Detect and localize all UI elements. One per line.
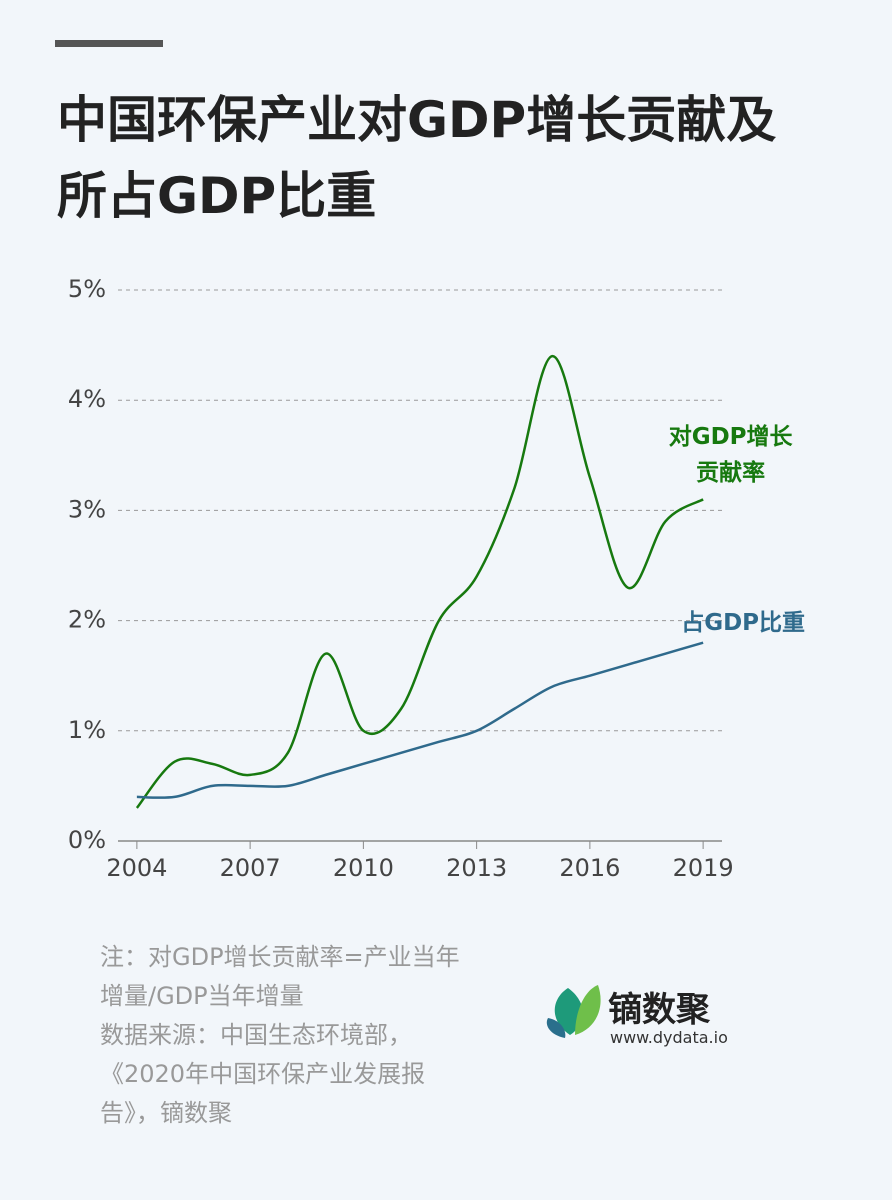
y-tick-label: 1% bbox=[68, 716, 106, 744]
x-tick-label: 2004 bbox=[106, 854, 167, 882]
y-tick-label: 5% bbox=[68, 275, 106, 303]
y-tick-label: 0% bbox=[68, 826, 106, 854]
x-tick-label: 2019 bbox=[673, 854, 734, 882]
series-label: 占GDP比重 bbox=[681, 609, 806, 636]
x-tick-label: 2016 bbox=[559, 854, 620, 882]
x-tick-label: 2007 bbox=[220, 854, 281, 882]
series-line bbox=[135, 354, 704, 809]
y-tick-label: 4% bbox=[68, 385, 106, 413]
x-tick-label: 2013 bbox=[446, 854, 507, 882]
brand: 镝数聚 bbox=[608, 990, 710, 1030]
x-tick-label: 2010 bbox=[333, 854, 394, 882]
series-line bbox=[136, 641, 704, 799]
chart-title: 中国环保产业对GDP增长贡献及所占GDP比重 bbox=[57, 91, 777, 225]
y-tick-label: 2% bbox=[68, 606, 106, 634]
website: www.dydata.io bbox=[610, 1028, 728, 1047]
accent-bar bbox=[55, 40, 163, 47]
series-label: 对GDP增长贡献率 bbox=[668, 424, 793, 487]
source: 数据来源：中国生态环境部，《2020年中国环保产业发展报告》，镝数聚 bbox=[100, 1021, 426, 1127]
note: 注：对GDP增长贡献率=产业当年增量/GDP当年增量 bbox=[100, 943, 460, 1010]
y-tick-label: 3% bbox=[68, 495, 106, 523]
